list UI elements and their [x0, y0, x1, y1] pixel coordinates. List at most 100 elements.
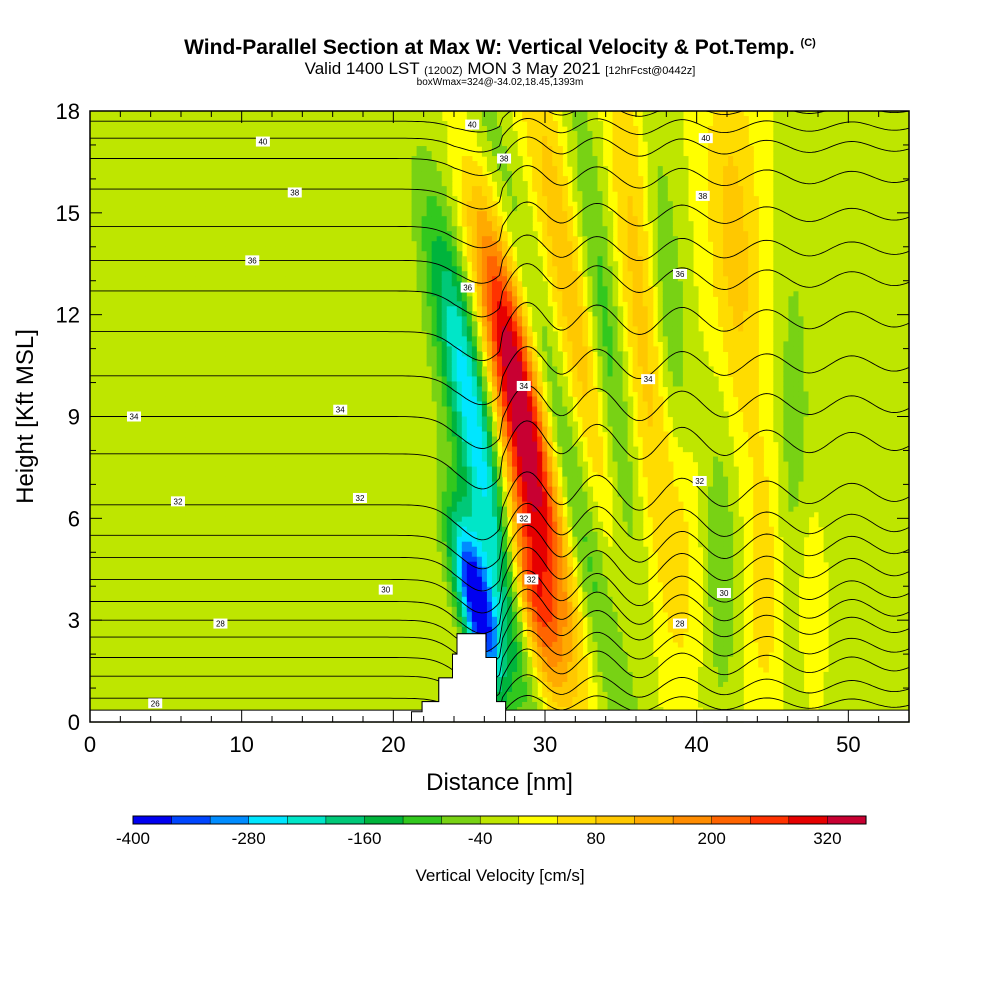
velocity-cell	[250, 516, 257, 523]
velocity-cell	[290, 361, 297, 368]
velocity-cell	[265, 556, 272, 563]
velocity-cell	[265, 316, 272, 322]
velocity-cell	[245, 306, 252, 312]
velocity-cell	[260, 671, 267, 678]
velocity-cell	[230, 366, 237, 373]
velocity-cell	[235, 341, 242, 347]
velocity-cell	[225, 556, 232, 563]
velocity-cell	[200, 291, 207, 297]
velocity-cell	[200, 316, 207, 322]
velocity-cell	[105, 381, 111, 388]
velocity-cell	[285, 146, 292, 152]
velocity-cell	[210, 441, 217, 448]
velocity-cell	[240, 541, 247, 548]
velocity-cell	[160, 481, 166, 488]
velocity-cell	[235, 231, 242, 237]
velocity-cell	[230, 701, 237, 708]
velocity-cell	[195, 481, 202, 488]
velocity-cell	[130, 296, 136, 302]
velocity-cell	[285, 236, 292, 242]
velocity-cell	[95, 526, 101, 533]
velocity-cell	[205, 196, 212, 202]
velocity-cell	[145, 406, 151, 413]
velocity-cell	[185, 201, 192, 207]
velocity-cell	[215, 526, 222, 533]
velocity-cell	[265, 221, 272, 227]
velocity-cell	[155, 226, 161, 232]
velocity-cell	[155, 621, 161, 628]
velocity-cell	[290, 131, 297, 137]
velocity-cell	[180, 486, 187, 493]
velocity-cell	[150, 511, 156, 518]
velocity-cell	[155, 336, 161, 342]
velocity-cell	[110, 226, 116, 232]
velocity-cell	[200, 341, 207, 347]
velocity-cell	[235, 611, 242, 618]
velocity-cell	[110, 241, 116, 247]
velocity-cell	[95, 491, 101, 498]
velocity-cell	[140, 696, 146, 703]
velocity-cell	[145, 166, 151, 172]
velocity-cell	[240, 211, 247, 217]
velocity-cell	[190, 141, 197, 147]
velocity-cell	[120, 291, 126, 297]
velocity-cell	[260, 176, 267, 182]
velocity-cell	[140, 396, 146, 403]
velocity-cell	[260, 661, 267, 668]
velocity-cell	[105, 121, 111, 127]
velocity-cell	[240, 161, 247, 167]
velocity-cell	[135, 511, 141, 518]
velocity-cell	[115, 391, 121, 398]
velocity-cell	[240, 636, 247, 643]
velocity-cell	[105, 496, 111, 503]
velocity-cell	[150, 481, 156, 488]
velocity-cell	[190, 456, 197, 463]
velocity-cell	[280, 526, 287, 533]
velocity-cell	[145, 246, 151, 252]
velocity-cell	[95, 531, 101, 538]
velocity-cell	[270, 286, 277, 292]
velocity-cell	[250, 356, 257, 363]
velocity-cell	[125, 301, 131, 307]
velocity-cell	[200, 511, 207, 518]
velocity-cell	[280, 371, 287, 378]
velocity-cell	[100, 536, 106, 543]
velocity-cell	[210, 256, 217, 262]
velocity-cell	[250, 551, 257, 558]
velocity-cell	[235, 356, 242, 363]
velocity-cell	[155, 166, 161, 172]
velocity-cell	[90, 276, 96, 282]
velocity-cell	[260, 281, 267, 287]
velocity-cell	[90, 536, 96, 543]
velocity-cell	[200, 241, 207, 247]
velocity-cell	[100, 531, 106, 538]
velocity-cell	[250, 641, 257, 648]
velocity-cell	[290, 381, 297, 388]
velocity-cell	[215, 416, 222, 423]
velocity-cell	[120, 526, 126, 533]
velocity-cell	[255, 511, 262, 518]
velocity-cell	[205, 536, 212, 543]
velocity-cell	[205, 201, 212, 207]
velocity-cell	[125, 696, 131, 703]
velocity-cell	[135, 516, 141, 523]
velocity-cell	[125, 171, 131, 177]
velocity-cell	[230, 196, 237, 202]
velocity-cell	[175, 116, 182, 122]
velocity-cell	[170, 411, 177, 418]
velocity-cell	[285, 636, 292, 643]
velocity-cell	[195, 516, 202, 523]
velocity-cell	[225, 591, 232, 598]
velocity-cell	[255, 396, 262, 403]
velocity-cell	[90, 141, 96, 147]
velocity-cell	[130, 401, 136, 408]
velocity-cell	[90, 686, 96, 693]
velocity-cell	[185, 561, 192, 568]
velocity-cell	[105, 411, 111, 418]
velocity-cell	[225, 211, 232, 217]
velocity-cell	[135, 171, 141, 177]
velocity-cell	[255, 381, 262, 388]
velocity-cell	[185, 211, 192, 217]
velocity-cell	[185, 386, 192, 393]
velocity-cell	[155, 141, 161, 147]
